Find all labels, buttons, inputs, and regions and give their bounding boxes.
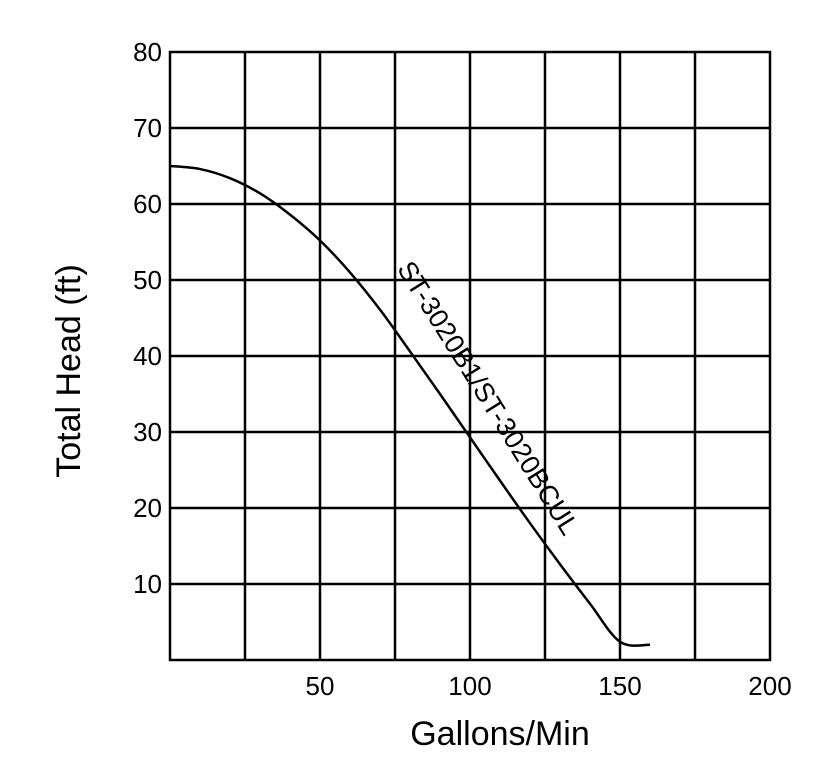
x-tick-label: 100 xyxy=(448,671,491,701)
grid-lines xyxy=(170,52,770,660)
y-tick-label: 50 xyxy=(133,265,162,295)
plot-frame xyxy=(168,50,772,662)
y-tick-label: 80 xyxy=(133,37,162,67)
tick-labels: 50 100 150 200 10 20 30 40 50 60 70 80 xyxy=(133,37,792,701)
series-label: ST-3020B1/ST-3020BCUL xyxy=(391,256,584,540)
y-tick-label: 60 xyxy=(133,189,162,219)
y-tick-label: 70 xyxy=(133,113,162,143)
y-tick-label: 10 xyxy=(133,569,162,599)
y-axis-label: Total Head (ft) xyxy=(50,264,88,478)
y-tick-label: 20 xyxy=(133,493,162,523)
series-line-0 xyxy=(169,164,651,647)
x-axis-label: Gallons/Min xyxy=(410,715,590,753)
x-tick-label: 50 xyxy=(306,671,335,701)
curve-layer: ST-3020B1/ST-3020BCUL xyxy=(169,164,651,647)
x-tick-label: 200 xyxy=(748,671,791,701)
x-tick-label: 150 xyxy=(598,671,641,701)
y-tick-label: 40 xyxy=(133,341,162,371)
y-tick-label: 30 xyxy=(133,417,162,447)
